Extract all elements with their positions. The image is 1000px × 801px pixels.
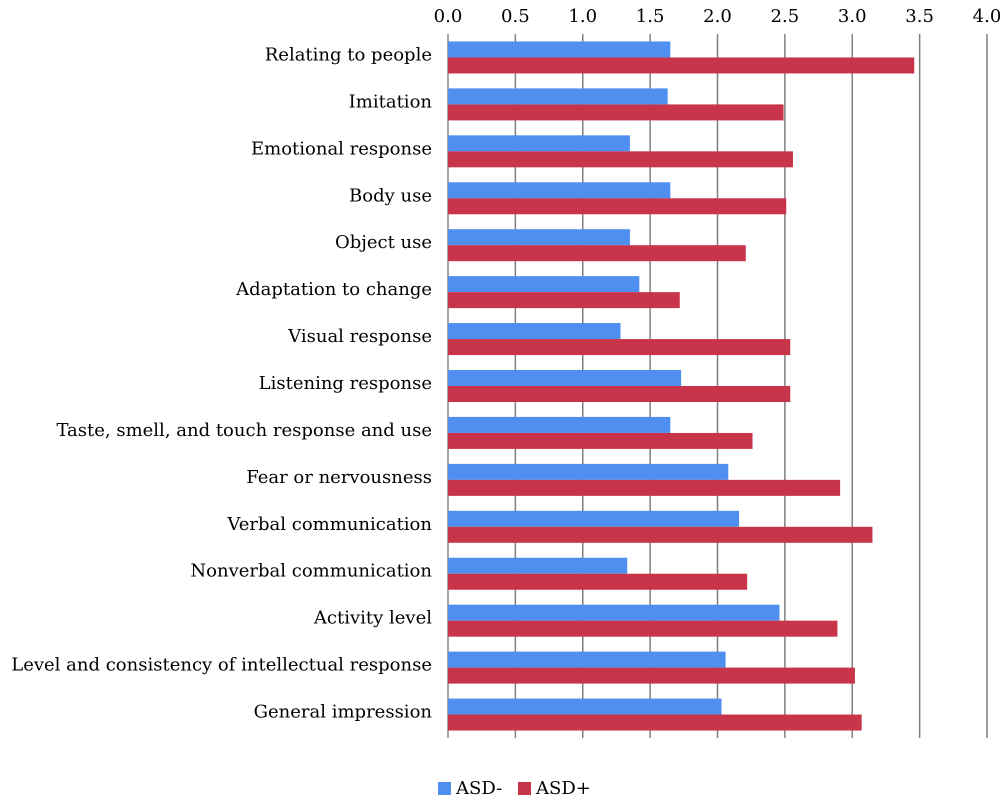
bar-asd-minus [448,416,671,433]
legend-label: ASD+ [535,778,591,799]
category-label: Imitation [349,91,433,112]
legend: ASD- ASD+ [438,778,591,799]
category-label: Level and consistency of intellectual re… [11,655,432,676]
category-label: Activity level [313,608,432,629]
category-label: General impression [254,702,433,723]
category-label: Fear or nervousness [246,467,432,488]
bar-asd-plus [448,573,748,590]
bar-asd-minus [448,510,740,527]
x-tick-label: 0.0 [434,6,463,27]
category-label: Listening response [259,373,432,394]
bar-asd-plus [448,714,862,731]
bar-asd-minus [448,276,640,293]
category-label: Adaptation to change [235,279,432,300]
category-labels: Relating to people Imitation Emotional res… [11,44,432,722]
x-tick-label: 3.0 [838,6,867,27]
bar-asd-minus [448,370,682,386]
bar-asd-plus [448,620,838,637]
bars [448,41,915,731]
bar-asd-plus [448,339,791,356]
bar-asd-plus [448,57,915,74]
bar-asd-plus [448,526,873,543]
legend-label: ASD- [455,778,502,799]
bar-asd-plus [448,245,746,262]
bar-asd-minus [448,698,722,715]
x-tick-label: 1.0 [568,6,597,27]
bar-asd-minus [448,182,671,199]
category-label: Visual response [287,326,432,347]
bar-asd-minus [448,557,628,574]
x-tick-label: 3.5 [905,6,934,27]
bar-asd-plus [448,198,787,215]
bar-asd-plus [448,151,793,168]
x-tick-label: 0.5 [501,6,530,27]
category-label: Verbal communication [226,514,432,535]
x-tick-label: 2.5 [771,6,800,27]
category-label: Nonverbal communication [190,561,432,582]
legend-swatch [518,782,531,795]
bar-asd-minus [448,323,621,340]
bar-asd-minus [448,463,729,480]
bar-asd-minus [448,604,780,621]
bar-asd-minus [448,651,726,668]
x-tick-label: 1.5 [636,6,665,27]
bar-asd-plus [448,104,784,121]
x-tick-label: 4.0 [973,6,1000,27]
x-axis-ticks: 0.0 0.5 1.0 1.5 2.0 2.5 3.0 3.5 4.0 [434,6,1000,27]
bar-asd-plus [448,479,841,496]
bar-asd-minus [448,88,668,105]
bar-asd-minus [448,229,630,246]
x-tick-label: 2.0 [703,6,732,27]
category-label: Taste, smell, and touch response and use [56,420,432,441]
category-label: Emotional response [251,138,432,159]
bar-asd-plus [448,432,753,449]
category-label: Relating to people [265,44,432,65]
bar-asd-plus [448,386,791,402]
bar-asd-minus [448,135,630,152]
category-label: Body use [349,185,432,206]
category-label: Object use [335,232,432,253]
bar-asd-plus [448,667,855,684]
legend-swatch [438,782,451,795]
bar-asd-minus [448,41,671,58]
bar-asd-plus [448,292,680,309]
